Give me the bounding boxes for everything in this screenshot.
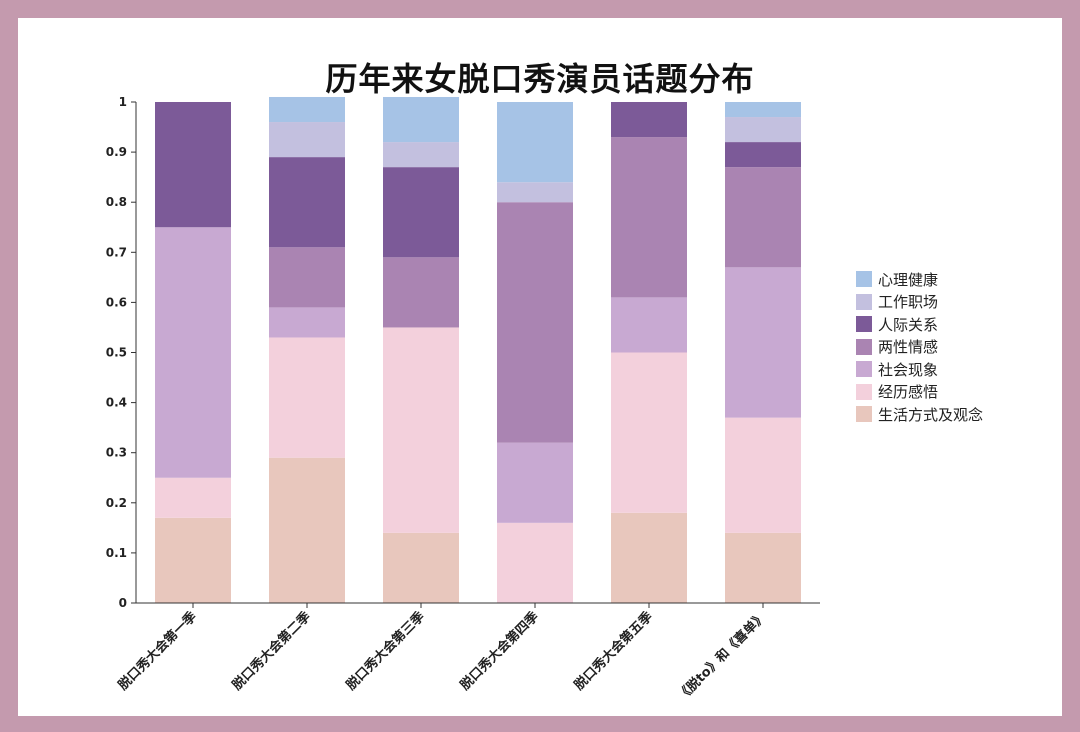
bar-segment bbox=[725, 167, 801, 268]
bar-segment bbox=[269, 96, 345, 123]
y-tick-label: 0.4 bbox=[106, 396, 127, 410]
y-tick-label: 0.3 bbox=[106, 446, 127, 460]
legend-label: 两性情感 bbox=[878, 338, 939, 357]
x-tick-label: 脱口秀大会第一季 bbox=[115, 609, 200, 694]
bar-segment bbox=[155, 477, 231, 518]
legend-item: 生活方式及观念 bbox=[856, 403, 983, 426]
bar-segment bbox=[611, 137, 687, 298]
legend-label: 人际关系 bbox=[878, 315, 939, 334]
legend-swatch bbox=[856, 406, 872, 423]
legend-swatch bbox=[856, 293, 872, 310]
legend-label: 经历感悟 bbox=[878, 383, 939, 402]
bar-segment bbox=[383, 257, 459, 328]
bar-segment bbox=[383, 532, 459, 603]
y-tick-label: 0.2 bbox=[106, 496, 127, 510]
legend-item: 工作职场 bbox=[856, 291, 983, 314]
legend-item: 人际关系 bbox=[856, 313, 983, 336]
bar-segment bbox=[269, 457, 345, 603]
bar-segment bbox=[383, 167, 459, 258]
bar-segment bbox=[725, 142, 801, 168]
stacked-bar-chart: 脱口秀大会第一季 脱口秀大会第二季 脱口秀大会第三季 脱口秀大会第四季 脱口秀大会第五季… bbox=[106, 95, 820, 705]
bar-segment bbox=[497, 202, 573, 443]
y-tick-label: 0.7 bbox=[106, 245, 127, 259]
chart-frame: 历年来女脱口秀演员话题分布 脱口秀大会第一季 脱口秀大会第二季 脱口秀大会第三季 脱口… bbox=[18, 18, 1062, 716]
legend-item: 经历感悟 bbox=[856, 381, 983, 404]
legend-swatch bbox=[856, 361, 872, 378]
x-tick-label: 脱口秀大会第二季 bbox=[229, 609, 314, 694]
bar-segment bbox=[611, 102, 687, 138]
legend-label: 工作职场 bbox=[878, 293, 939, 312]
bar-segment bbox=[725, 267, 801, 418]
bar-segment bbox=[155, 102, 231, 228]
x-tick-label: 脱口秀大会第四季 bbox=[457, 609, 542, 694]
y-tick-label: 0.9 bbox=[106, 145, 127, 159]
bar-segment bbox=[383, 96, 459, 143]
legend-item: 两性情感 bbox=[856, 336, 983, 359]
bar-segment bbox=[497, 182, 573, 203]
bar-segment bbox=[269, 157, 345, 248]
y-tick-label: 0.6 bbox=[106, 295, 127, 309]
bar-segment bbox=[155, 517, 231, 603]
bar-segment bbox=[725, 532, 801, 603]
bar-segment bbox=[269, 307, 345, 338]
bar-segment bbox=[725, 417, 801, 533]
legend-swatch bbox=[856, 383, 872, 400]
bar-segment bbox=[497, 102, 573, 183]
bar-segment bbox=[383, 327, 459, 533]
x-tick-label: 脱口秀大会第五季 bbox=[571, 609, 656, 694]
legend-label: 社会现象 bbox=[878, 360, 939, 379]
bar-segment bbox=[611, 297, 687, 353]
x-tick-label: 脱口秀大会第三季 bbox=[343, 609, 428, 694]
bar-segment bbox=[383, 142, 459, 168]
bar-segment bbox=[269, 247, 345, 308]
y-tick-label: 0.1 bbox=[106, 546, 127, 560]
bar-segment bbox=[611, 352, 687, 513]
bar-segment bbox=[497, 442, 573, 523]
legend-swatch bbox=[856, 338, 872, 355]
bar-segment bbox=[497, 522, 573, 603]
legend-swatch bbox=[856, 316, 872, 333]
bar-segment bbox=[269, 337, 345, 458]
y-tick-label: 0.5 bbox=[106, 346, 127, 360]
legend-item: 社会现象 bbox=[856, 358, 983, 381]
bar-segment bbox=[269, 122, 345, 158]
chart-title: 历年来女脱口秀演员话题分布 bbox=[325, 60, 755, 98]
bar-segment bbox=[725, 102, 801, 118]
y-tick-label: 1 bbox=[119, 95, 127, 109]
x-tick-label: 《脱to》和《喜单》 bbox=[674, 609, 770, 705]
legend-item: 心理健康 bbox=[856, 268, 983, 291]
bar-segment bbox=[611, 512, 687, 603]
legend-label: 生活方式及观念 bbox=[878, 405, 984, 424]
chart-legend: 心理健康工作职场人际关系两性情感社会现象经历感悟生活方式及观念 bbox=[856, 268, 983, 426]
bar-segment bbox=[155, 227, 231, 478]
y-tick-label: 0 bbox=[119, 596, 127, 610]
y-tick-label: 0.8 bbox=[106, 195, 127, 209]
bar-segment bbox=[725, 117, 801, 143]
legend-swatch bbox=[856, 271, 872, 288]
legend-label: 心理健康 bbox=[878, 270, 939, 289]
